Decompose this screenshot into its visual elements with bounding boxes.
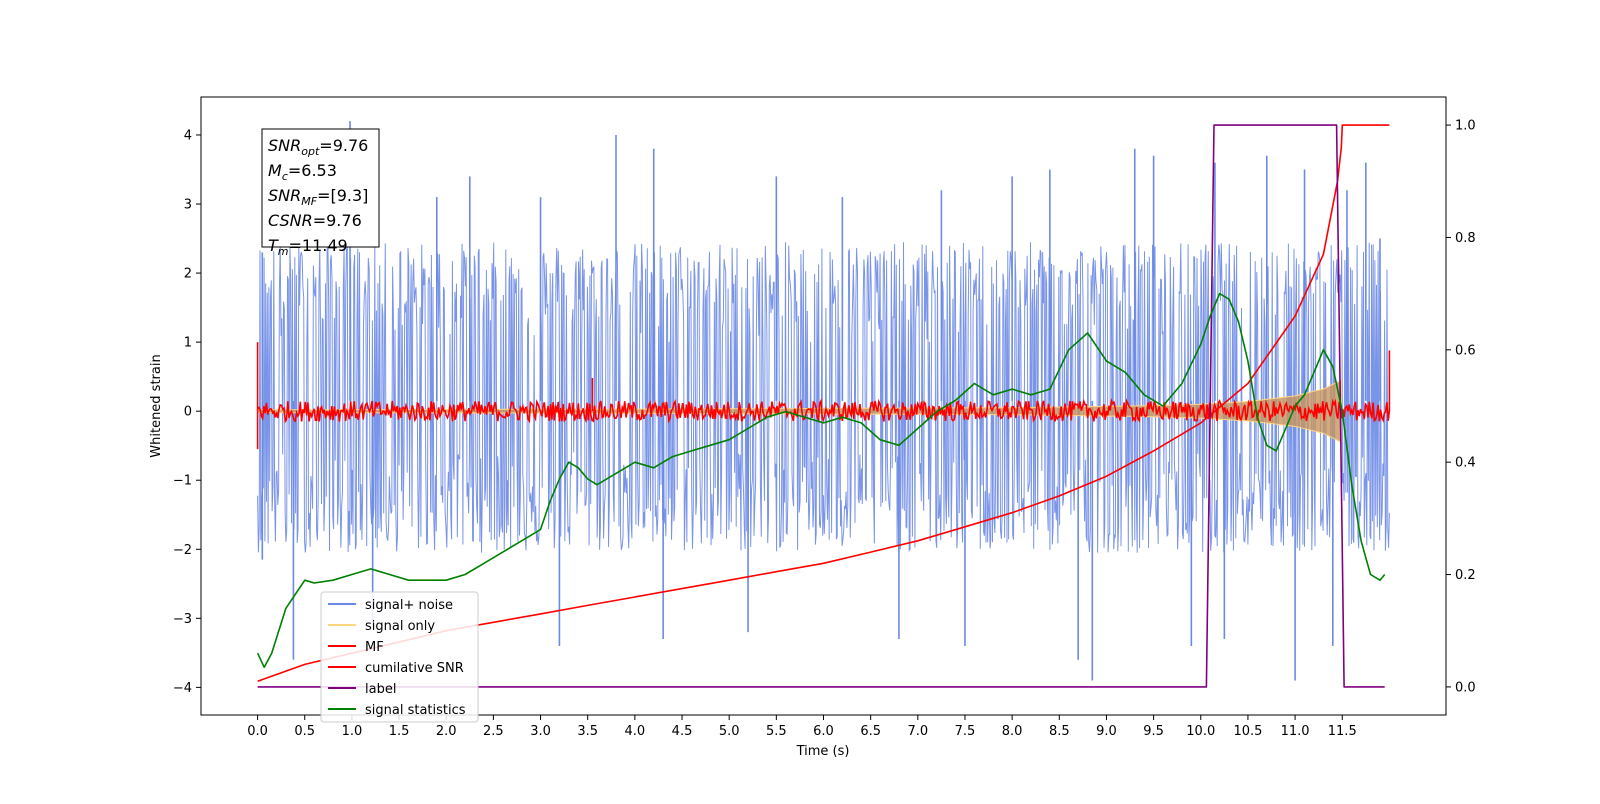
x-tick-label: 3.5: [577, 724, 598, 739]
y-tick-label: −2: [173, 543, 192, 558]
series-label: [257, 124, 1385, 688]
info-line: SNRMF=[9.3]: [268, 186, 368, 208]
series-layer: [256, 121, 1391, 688]
y-axis-title: Whitened strain: [149, 354, 164, 457]
info-line: SNRopt=9.76: [268, 136, 368, 158]
y-tick-label: 3: [184, 198, 192, 213]
info-box: SNRopt=9.76 Mc=6.53 SNRMF=[9.3] CSNR=9.76 Tm…: [261, 128, 380, 258]
x-tick-label: 2.5: [483, 724, 504, 739]
x-tick-label: 0.0: [247, 724, 268, 739]
x-tick-label: 1.0: [342, 724, 363, 739]
x-tick-label: 10.5: [1233, 724, 1262, 739]
x-tick-label: 6.0: [813, 724, 834, 739]
legend-label: cumilative SNR: [365, 661, 464, 676]
legend-label: label: [365, 682, 396, 697]
legend-frame: [320, 591, 479, 723]
x-tick-label: 1.5: [389, 724, 410, 739]
y2-tick-label: 0.6: [1455, 343, 1476, 358]
x-tick-label: 0.5: [294, 724, 315, 739]
x-tick-label: 10.0: [1186, 724, 1215, 739]
y2-tick-label: 1.0: [1455, 119, 1476, 134]
legend: signal+ noise signal only MF cumilative SNR…: [320, 591, 479, 723]
y2-tick-label: 0.2: [1455, 568, 1476, 583]
x-tick-label: 4.5: [672, 724, 693, 739]
x-tick-label: 8.0: [1002, 724, 1023, 739]
y-tick-label: 1: [184, 336, 192, 351]
y-axis-right: 0.0 0.2 0.4 0.6 0.8 1.0: [1446, 119, 1476, 695]
legend-label: signal only: [365, 619, 435, 634]
series-mf: [256, 342, 1391, 450]
y-tick-label: −3: [173, 612, 192, 627]
info-box-frame: [261, 128, 380, 248]
y2-tick-label: 0.4: [1455, 456, 1476, 471]
info-line: Mc=6.53: [268, 161, 337, 183]
series-label-line: [257, 124, 1385, 688]
y-tick-label: 0: [184, 405, 192, 420]
series-signal-statistics: [256, 292, 1386, 669]
y-tick-label: 4: [184, 128, 192, 143]
legend-label: signal statistics: [365, 703, 466, 718]
x-tick-label: 8.5: [1049, 724, 1070, 739]
series-signal-statistics-line: [256, 292, 1386, 669]
y2-tick-label: 0.8: [1455, 231, 1476, 246]
x-tick-label: 6.5: [860, 724, 881, 739]
x-tick-label: 5.0: [719, 724, 740, 739]
series-signal-noise: [257, 121, 1390, 681]
x-tick-label: 11.0: [1281, 724, 1310, 739]
legend-label: signal+ noise: [365, 598, 453, 613]
mf-line: [257, 398, 1391, 424]
y-axis-left: −4 −3 −2 −1 0 1 2 3 4: [173, 128, 201, 696]
info-line: CSNR=9.76: [268, 211, 362, 230]
x-tick-label: 9.5: [1143, 724, 1164, 739]
x-tick-label: 7.0: [907, 724, 928, 739]
x-tick-label: 5.5: [766, 724, 787, 739]
info-line: Tm=11.49: [268, 236, 348, 258]
x-axis-title: Time (s): [796, 744, 850, 759]
x-tick-label: 11.5: [1328, 724, 1357, 739]
x-tick-label: 4.0: [625, 724, 646, 739]
y-tick-label: −4: [173, 681, 192, 696]
signal-noise-line: [257, 242, 1390, 553]
x-tick-label: 7.5: [955, 724, 976, 739]
legend-label: MF: [365, 640, 384, 655]
x-tick-label: 3.0: [530, 724, 551, 739]
y2-tick-label: 0.0: [1455, 680, 1476, 695]
x-tick-label: 2.0: [436, 724, 457, 739]
x-tick-label: 9.0: [1096, 724, 1117, 739]
y-tick-label: −1: [173, 474, 192, 489]
x-axis: 0.0 0.5 1.0 1.5 2.0 2.5 3.0 3.5 4.0 4.5 5.0 5.5 6.0 6…: [247, 715, 1357, 739]
y-tick-label: 2: [184, 267, 192, 282]
